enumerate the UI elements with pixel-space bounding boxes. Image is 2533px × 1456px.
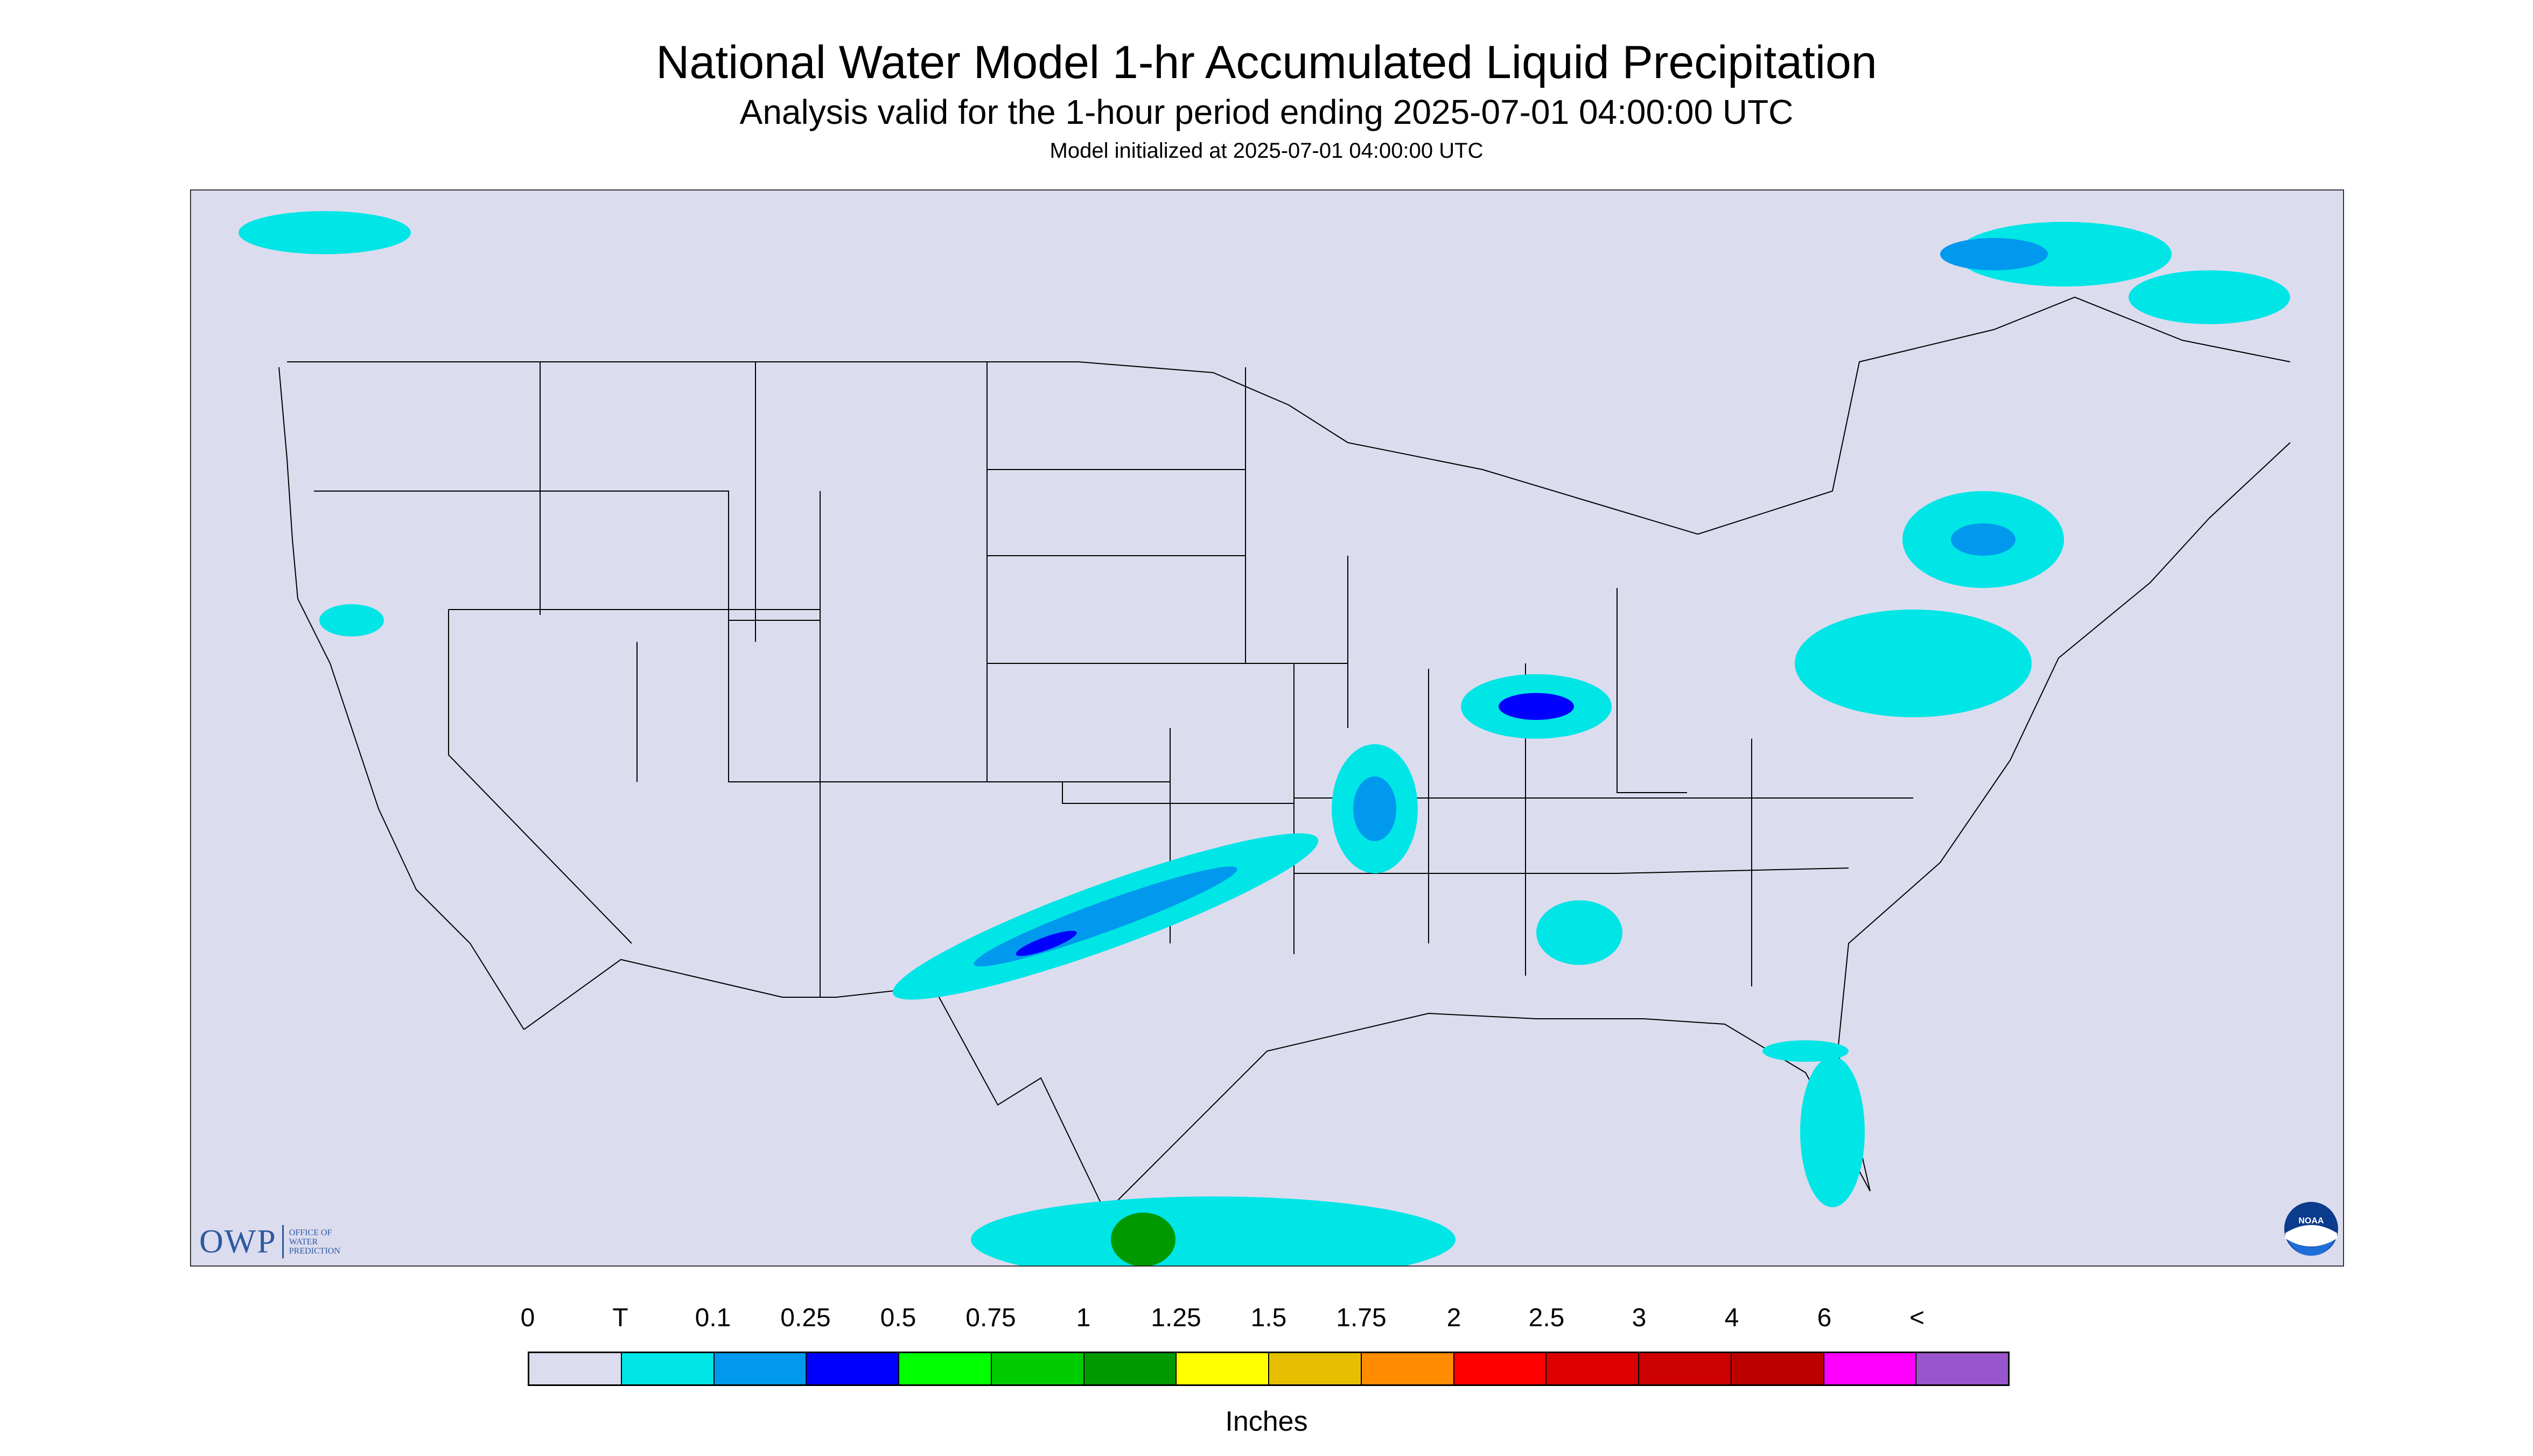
colorbar-label: 3 [1632, 1304, 1647, 1332]
precip-light-mexico [971, 1196, 1456, 1266]
noaa-logo: NOAA [2284, 1202, 2338, 1256]
owp-sub-line-2: WATER [289, 1237, 318, 1247]
colorbar-label: 6 [1817, 1304, 1832, 1332]
colorbar-label: 0.5 [880, 1304, 916, 1332]
precip-light-quebec [1956, 222, 2172, 286]
colorbar [528, 1352, 2010, 1386]
colorbar-label: 1 [1076, 1304, 1091, 1332]
precip-heavy-indiana [1499, 693, 1574, 720]
colorbar-units: Inches [1225, 1406, 1308, 1437]
colorbar-label: 0 [520, 1304, 535, 1332]
projection-edge-right [1994, 448, 2344, 1266]
colorbar-cell [1639, 1353, 1732, 1384]
colorbar-label: < [1909, 1304, 1925, 1332]
owp-sub-line-1: OFFICE OF [289, 1228, 332, 1237]
owp-logo-subtitle: OFFICE OF WATER PREDICTION [289, 1228, 365, 1256]
precip-light-alabama [1536, 900, 1622, 965]
precip-light-gulf [1762, 1040, 1849, 1062]
precip-heavy-mexico [1111, 1213, 1175, 1266]
colorbar-cell [1824, 1353, 1917, 1384]
projection-edge-left [190, 577, 470, 1266]
precipitation-map [190, 190, 2344, 1266]
map-background [190, 190, 2344, 1266]
precip-light-california [319, 604, 384, 636]
colorbar-cell [807, 1353, 899, 1384]
precip-light-pa [1795, 610, 2032, 717]
colorbar-cell [1454, 1353, 1547, 1384]
colorbar-cell [1269, 1353, 1362, 1384]
precip-areas [239, 211, 2290, 1266]
colorbar-label: 0.25 [780, 1304, 831, 1332]
colorbar-cell [1361, 1353, 1454, 1384]
colorbar-cell [899, 1353, 992, 1384]
precip-heavy-oklahoma [1016, 930, 1077, 956]
colorbar-label: 1.5 [1250, 1304, 1287, 1332]
colorbar-label: 1.25 [1151, 1304, 1201, 1332]
precip-moderate-ny [1951, 523, 2016, 556]
owp-logo-text: OWP [199, 1223, 277, 1260]
noaa-logo-text: NOAA [2298, 1216, 2324, 1226]
colorbar-label: 0.1 [695, 1304, 731, 1332]
colorbar-label: 2.5 [1528, 1304, 1565, 1332]
colorbar-cell [1177, 1353, 1269, 1384]
colorbar-label: 4 [1724, 1304, 1739, 1332]
owp-sub-line-3: PREDICTION [289, 1246, 340, 1256]
precip-light-florida [1800, 1056, 1865, 1207]
precip-light-quebec-east [2129, 270, 2290, 324]
colorbar-cell [1547, 1353, 1639, 1384]
colorbar-label: 1.75 [1336, 1304, 1387, 1332]
map-subtitle: Analysis valid for the 1-hour period end… [739, 93, 1794, 131]
owp-logo: OWP OFFICE OF WATER PREDICTION [199, 1222, 365, 1261]
model-init-text: Model initialized at 2025-07-01 04:00:00… [1049, 139, 1484, 163]
state-borders [278, 296, 2291, 1213]
colorbar-label: T [612, 1304, 628, 1332]
precip-moderate-memphis [1353, 776, 1396, 841]
precip-light-bc [239, 211, 411, 254]
colorbar-label: 2 [1446, 1304, 1461, 1332]
colorbar-cell [991, 1353, 1084, 1384]
colorbar-cell [1731, 1353, 1824, 1384]
colorbar-cell [529, 1353, 622, 1384]
colorbar-label: 0.75 [965, 1304, 1016, 1332]
colorbar-cell [621, 1353, 715, 1384]
colorbar-cell [1916, 1353, 2008, 1384]
colorbar-cell [714, 1353, 807, 1384]
map-title: National Water Model 1-hr Accumulated Li… [656, 37, 1877, 88]
precip-moderate-quebec [1940, 238, 2048, 270]
owp-logo-divider [282, 1225, 284, 1258]
colorbar-labels: 0 T 0.1 0.25 0.5 0.75 1 1.25 1.5 1.75 2 2.5 3 4 6 < [0, 1303, 2533, 1335]
colorbar-cell [1084, 1353, 1177, 1384]
